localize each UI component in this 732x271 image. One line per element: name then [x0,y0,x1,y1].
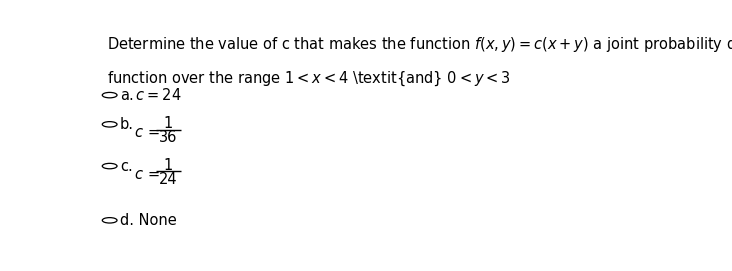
Text: $c\,=\,$: $c\,=\,$ [134,125,160,140]
Text: Determine the value of c that makes the function $f(x,y) = c(x + y)$ a joint pro: Determine the value of c that makes the … [108,35,732,54]
Text: 1: 1 [163,157,173,173]
Text: c.: c. [120,159,132,173]
Text: function over the range $1 < x < 4$ \textit{and} $0 < y < 3$: function over the range $1 < x < 4$ \tex… [108,70,511,89]
Text: b.: b. [120,117,134,132]
Text: 24: 24 [159,172,177,187]
Text: 1: 1 [163,116,173,131]
Text: d. None: d. None [120,213,176,228]
Text: a.$\,c = 24$: a.$\,c = 24$ [120,87,182,103]
Text: 36: 36 [159,130,177,146]
Text: $c\,=\,$: $c\,=\,$ [134,167,160,182]
